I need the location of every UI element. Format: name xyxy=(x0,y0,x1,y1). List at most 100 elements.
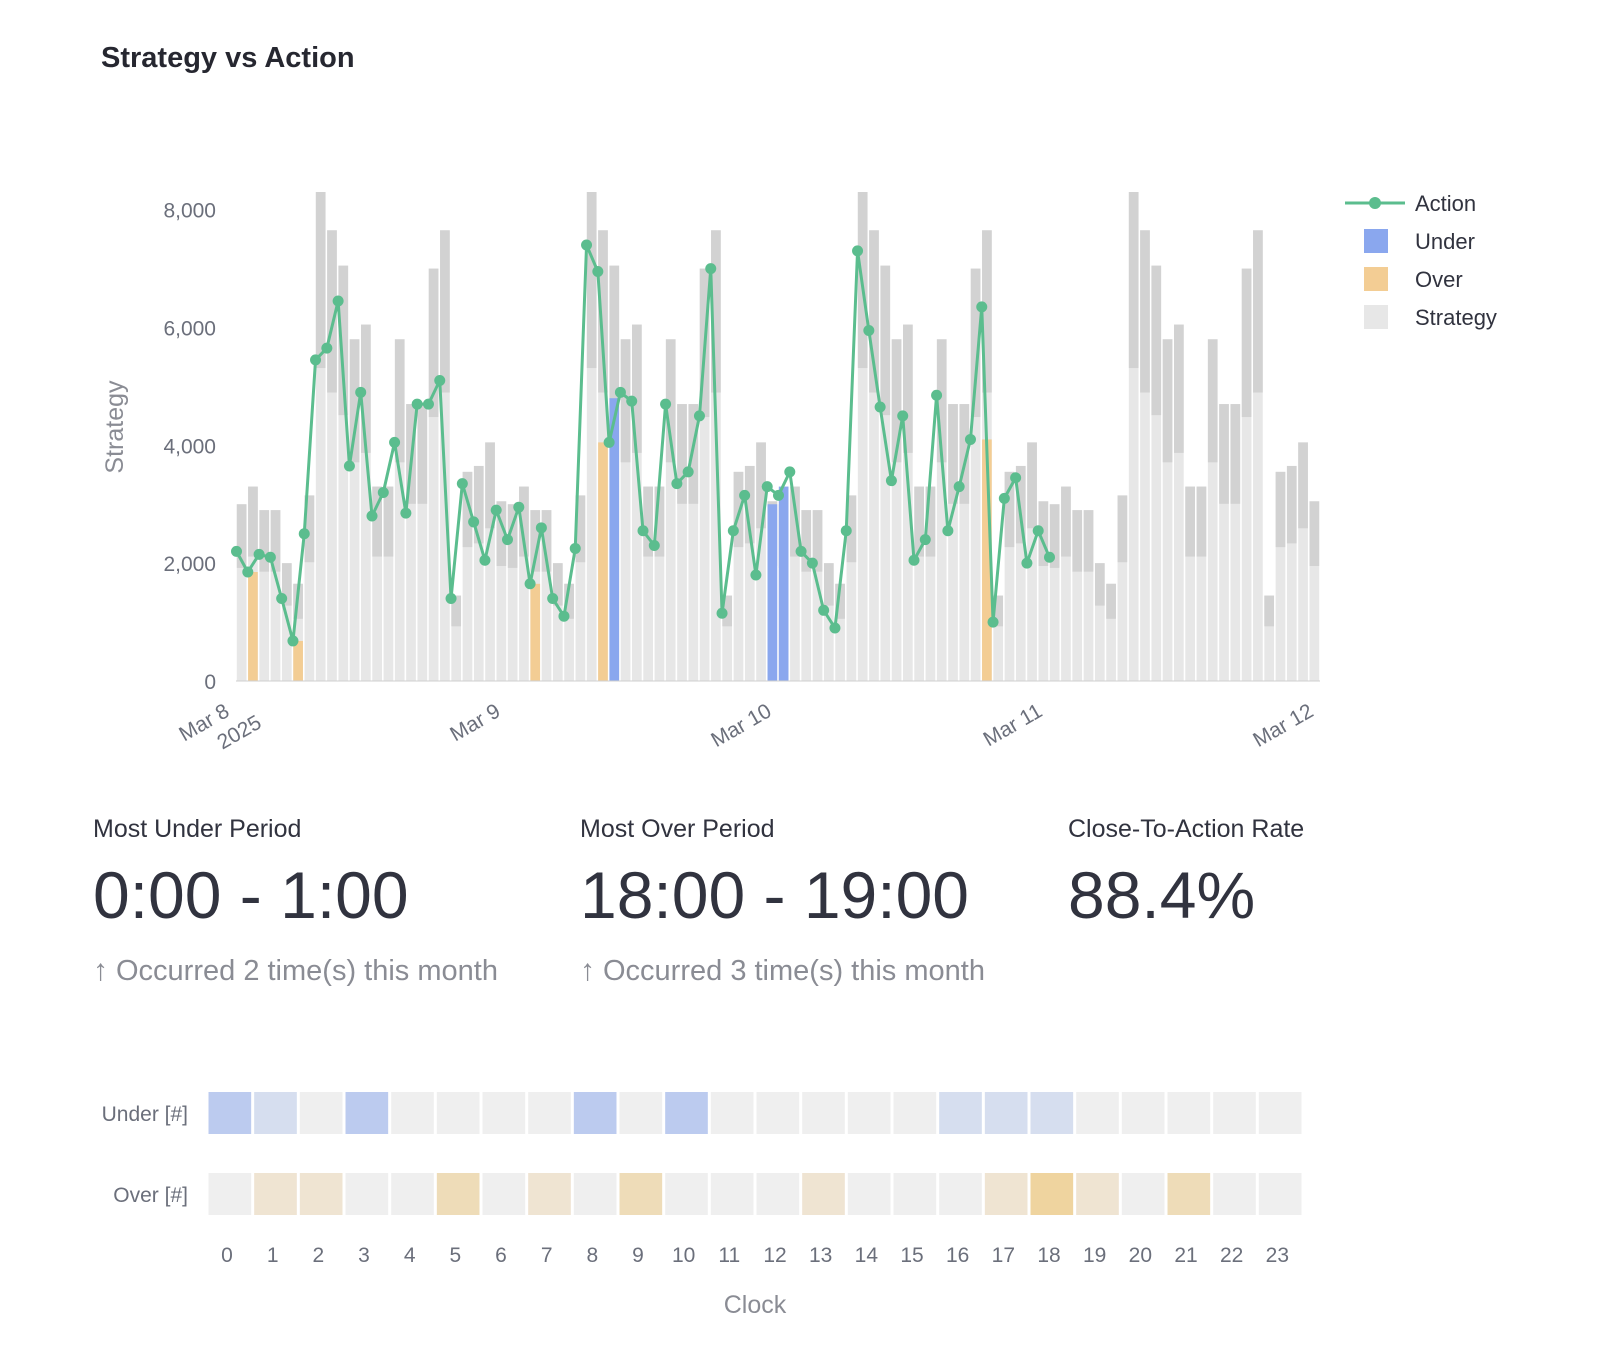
action-point xyxy=(784,466,796,478)
action-point xyxy=(931,389,943,401)
action-point xyxy=(637,525,649,537)
metric-most-under: Most Under Period 0:00 - 1:00 ↑ Occurred… xyxy=(93,815,498,988)
heatmap-x-tick: 7 xyxy=(541,1244,553,1267)
strategy-bar xyxy=(632,324,642,681)
strategy-bar-range xyxy=(372,486,382,557)
action-point xyxy=(919,534,931,546)
strategy-bar-range xyxy=(936,339,947,463)
strategy-bar-range xyxy=(1151,265,1162,416)
strategy-bar xyxy=(473,465,484,681)
heatmap-cell xyxy=(208,1092,252,1134)
heatmap-x-tick: 16 xyxy=(946,1244,969,1267)
action-point xyxy=(806,557,818,569)
heatmap-cell xyxy=(710,1173,754,1215)
metric-value: 18:00 - 19:00 xyxy=(580,858,969,932)
heatmap-cell xyxy=(436,1092,480,1134)
action-point xyxy=(964,433,976,445)
action-point xyxy=(818,604,830,616)
action-point xyxy=(389,436,401,448)
action-point xyxy=(558,610,570,622)
strategy-bar xyxy=(541,510,552,681)
heatmap-x-tick: 12 xyxy=(763,1244,786,1267)
strategy-bar xyxy=(699,268,710,681)
strategy-bar xyxy=(688,404,699,681)
strategy-bar xyxy=(1106,583,1116,681)
action-point xyxy=(310,354,322,366)
x-tick-label: Mar 11 xyxy=(980,699,1047,751)
action-point xyxy=(795,545,807,557)
strategy-bar xyxy=(1241,268,1252,681)
strategy-bar-range xyxy=(327,230,337,393)
under-bar xyxy=(609,398,620,681)
strategy-bar xyxy=(733,471,744,681)
strategy-bar xyxy=(891,339,902,681)
action-point xyxy=(569,542,581,554)
metric-most-over: Most Over Period 18:00 - 19:00 ↑ Occurre… xyxy=(580,815,985,988)
legend-swatch xyxy=(1364,305,1388,329)
heatmap-x-tick: 4 xyxy=(404,1244,416,1267)
strategy-bar xyxy=(620,339,631,681)
heatmap-x-tick: 9 xyxy=(632,1244,644,1267)
strategy-bar xyxy=(327,230,337,682)
heatmap-cell xyxy=(802,1092,845,1134)
strategy-bar-range xyxy=(451,595,462,627)
action-point xyxy=(660,398,672,410)
strategy-bar-range xyxy=(688,404,699,504)
strategy-bar-range xyxy=(281,563,292,606)
metric-delta: ↑ Occurred 2 time(s) this month xyxy=(93,954,498,988)
strategy-bar xyxy=(552,563,563,681)
action-point xyxy=(603,436,615,448)
action-point xyxy=(422,398,434,410)
strategy-bar-range xyxy=(552,563,563,606)
strategy-bar-range xyxy=(744,465,755,544)
legend-label: Over xyxy=(1415,267,1463,292)
strategy-bar xyxy=(293,583,303,681)
strategy-bar xyxy=(304,495,315,681)
action-point xyxy=(298,528,310,540)
strategy-bar-range xyxy=(609,265,620,416)
under-bar xyxy=(767,504,778,681)
strategy-bar-range xyxy=(530,510,541,572)
strategy-bar xyxy=(1219,404,1229,681)
strategy-bar xyxy=(869,230,879,682)
heatmap-cell xyxy=(299,1092,343,1134)
strategy-bar xyxy=(1185,486,1195,681)
strategy-bar-range xyxy=(1253,230,1263,393)
strategy-bar xyxy=(790,486,800,681)
action-point xyxy=(908,554,920,566)
action-point xyxy=(1021,557,1033,569)
strategy-bar-range xyxy=(1117,495,1128,563)
strategy-bar xyxy=(1083,510,1094,681)
strategy-bar-range xyxy=(1004,471,1015,548)
strategy-bar xyxy=(846,495,857,681)
strategy-bar-range xyxy=(643,486,653,557)
action-point xyxy=(400,507,412,519)
strategy-bar-range xyxy=(823,563,834,606)
action-point xyxy=(502,534,513,546)
heatmap-cell xyxy=(482,1092,526,1134)
strategy-bar-range xyxy=(880,265,891,416)
y-tick-label: 6,000 xyxy=(163,318,216,341)
action-point xyxy=(321,342,333,354)
strategy-bar-range xyxy=(812,510,823,572)
strategy-bar xyxy=(1072,510,1083,681)
strategy-bar xyxy=(993,595,1004,681)
action-point xyxy=(840,525,852,537)
strategy-bar-range xyxy=(1174,324,1184,453)
heatmap-cell xyxy=(756,1092,800,1134)
strategy-bar-range xyxy=(338,265,349,416)
heatmap-cell xyxy=(528,1173,571,1215)
strategy-bar-range xyxy=(1309,501,1320,566)
action-point xyxy=(377,486,389,498)
heatmap-cell xyxy=(847,1092,891,1134)
metric-delta-text: Occurred 3 time(s) this month xyxy=(603,954,985,987)
y-axis-label: Strategy xyxy=(101,380,129,474)
action-point xyxy=(626,395,638,407)
action-point xyxy=(716,607,728,619)
heatmap-cell xyxy=(1213,1173,1256,1215)
x-tick-label: Mar 10 xyxy=(707,699,775,752)
strategy-bar xyxy=(1253,230,1263,682)
heatmap-x-tick: 20 xyxy=(1129,1244,1152,1267)
strategy-bar xyxy=(1264,595,1275,681)
strategy-bar xyxy=(372,486,382,681)
